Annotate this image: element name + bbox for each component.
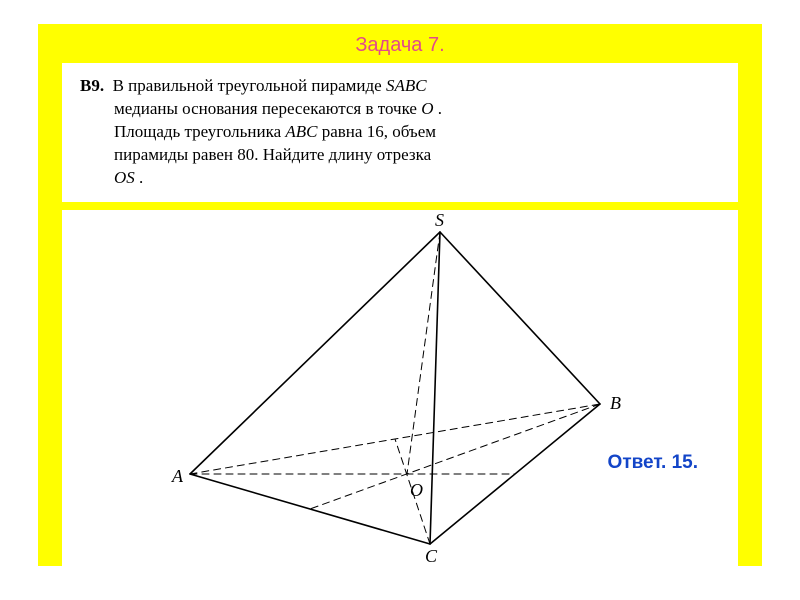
p-os: OS: [114, 168, 135, 187]
problem-text: В9. В правильной треугольной пирамиде SA…: [80, 75, 720, 190]
svg-text:A: A: [171, 466, 184, 486]
answer-value: 15.: [672, 452, 698, 473]
svg-text:B: B: [610, 393, 621, 413]
pyramid-diagram: S A B C O: [130, 214, 670, 564]
slide-title: Задача 7.: [54, 34, 746, 57]
svg-text:S: S: [435, 214, 444, 230]
figure-box: S A B C O Ответ. 15.: [62, 210, 738, 568]
svg-text:O: O: [410, 480, 423, 500]
p-sabc: SABC: [386, 76, 427, 95]
p-l2b: .: [434, 99, 443, 118]
p-o: O: [421, 99, 433, 118]
p-l2a: медианы основания пересекаются в точке: [114, 99, 421, 118]
p-l3b: равна 16, объем: [317, 122, 436, 141]
p-l3a: Площадь треугольника: [114, 122, 285, 141]
problem-label: В9.: [80, 76, 104, 95]
answer-label: Ответ.: [608, 452, 672, 473]
slide-frame: Задача 7. В9. В правильной треугольной п…: [38, 24, 762, 566]
p-l5b: .: [135, 168, 144, 187]
p-l1a: В правильной треугольной пирамиде: [113, 76, 386, 95]
p-abc: ABC: [285, 122, 317, 141]
answer-text: Ответ. 15.: [608, 452, 698, 474]
p-l4a: пирамиды равен 80. Найдите длину отрезка: [114, 145, 431, 164]
problem-box: В9. В правильной треугольной пирамиде SA…: [62, 63, 738, 202]
svg-text:C: C: [425, 546, 438, 564]
